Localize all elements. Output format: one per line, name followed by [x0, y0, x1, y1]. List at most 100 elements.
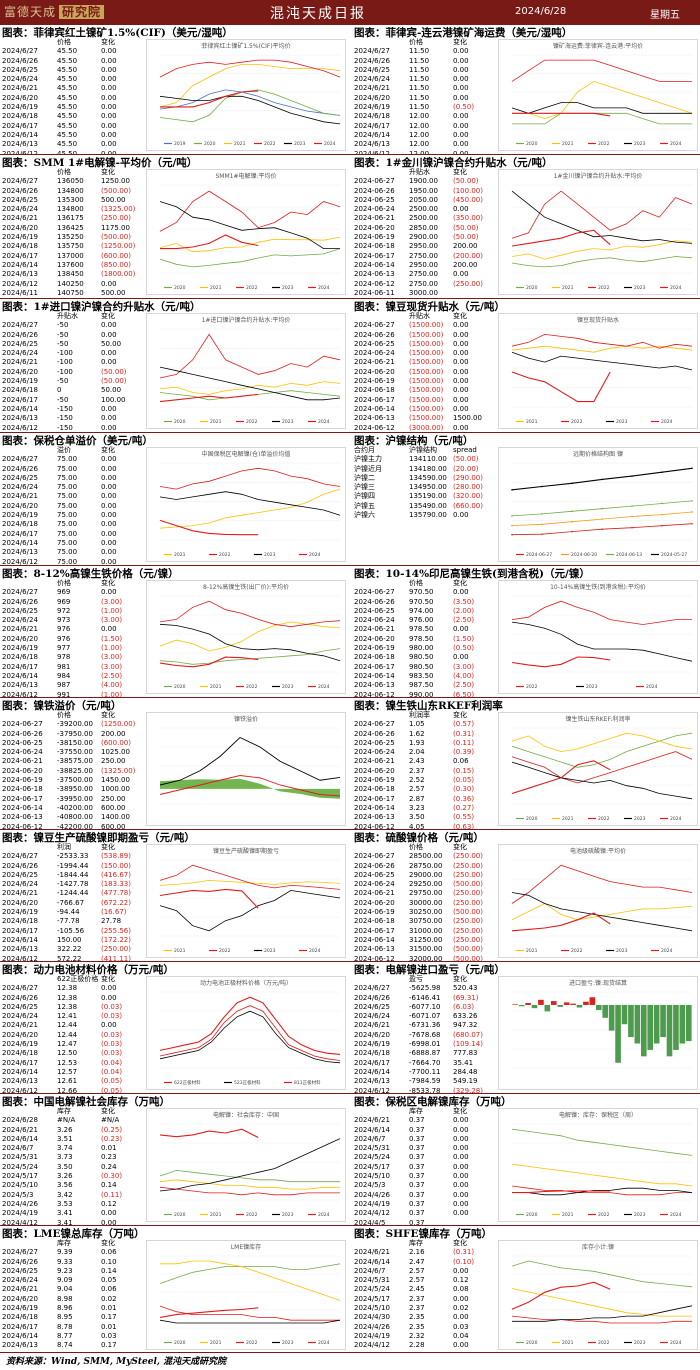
- table-cell: 3.42: [57, 1190, 73, 1199]
- chart-series-line: [159, 59, 341, 78]
- table-row: 2024-06-21 2.43 0.06: [354, 757, 495, 766]
- table-cell: 600.00: [101, 822, 126, 829]
- chart-bar: [673, 1004, 679, 1050]
- table-cell: 978.50: [409, 625, 434, 634]
- table-cell: (600.00): [101, 251, 131, 260]
- chart-series-line: [159, 333, 341, 379]
- table-cell: 2.45: [409, 1285, 425, 1294]
- table-cell: -1244.44: [57, 889, 89, 898]
- table-cell: 0.00: [101, 121, 117, 130]
- table-cell: 2024/6/14: [354, 1125, 390, 1134]
- table-row: 2024/6/13 12.00 0.00: [354, 140, 495, 149]
- table-row: 2024/6/19 977 (1.00): [2, 644, 143, 653]
- legend-label: 811正极材料: [294, 1079, 321, 1086]
- table-cell: (250.00): [101, 214, 131, 223]
- table-row: 2024/4/26 2.35 0.03: [354, 1323, 495, 1332]
- panel-p14: 图表：动力电池材料价格（万元/吨） 622正极价格 变化 2024/6/27 12.38…: [0, 962, 348, 1093]
- chart-series-line: [512, 80, 693, 120]
- table-row: 2024/6/12 -8533.78 (329.28): [354, 1087, 495, 1093]
- row-separator: [0, 432, 700, 433]
- table-cell: 2024/6/27: [2, 588, 38, 597]
- table-row: 2024/6/25 -6077.10 (6.03): [354, 1003, 495, 1012]
- chart-series-line: [159, 1010, 341, 1064]
- table-cell: 0.37: [409, 1153, 425, 1162]
- table-cell: 0.37: [409, 1172, 425, 1181]
- table-cell: 3.41: [57, 1218, 73, 1225]
- table-cell: 2024-06-21: [354, 214, 395, 223]
- table-cell: 2024/6/26: [354, 993, 390, 1002]
- chart-series-line: [511, 345, 693, 353]
- table-header: 价格 变化: [354, 843, 495, 852]
- column-header: 变化: [453, 975, 467, 983]
- table-cell: 11.50: [409, 75, 430, 84]
- table-row: 2024/6/20 45.50 0.00: [2, 94, 143, 103]
- table-row: 2024-06-19 30250.00 (500.00): [354, 908, 495, 917]
- chart-series-line: [511, 333, 693, 349]
- table-cell: 2024/6/24: [2, 1276, 38, 1285]
- table-cell: 0.37: [409, 1116, 425, 1125]
- table-cell: -39200.00: [57, 720, 93, 729]
- table-cell: 0.00: [453, 1341, 469, 1350]
- chart-point: [661, 502, 663, 505]
- table-cell: 12.38: [57, 1002, 78, 1011]
- chart-series-line: [511, 621, 693, 662]
- table-cell: 2750.00: [409, 251, 438, 260]
- table-cell: 2024/6/14: [2, 671, 38, 680]
- chart-title: 镍豆现货升贴水: [577, 316, 619, 324]
- table-row: 2024-06-12 (3000.00) 0.00: [354, 424, 495, 432]
- legend-label: 2022: [219, 948, 231, 954]
- chart-point: [691, 467, 693, 470]
- table-cell: 12.53: [57, 1058, 78, 1067]
- row-separator: [0, 298, 700, 299]
- table-row: 2024/6/7 3.74 0.01: [2, 1144, 143, 1153]
- chart-series-line: [159, 888, 259, 909]
- table-cell: 2024-06-24: [354, 205, 395, 214]
- table-cell: 0.00: [453, 1199, 469, 1208]
- table-row: 2024/6/13 322.22 (250.00): [2, 945, 143, 954]
- chart-series-line: [512, 1187, 693, 1196]
- table-cell: (1500.00): [409, 386, 444, 395]
- table-cell: 1.93: [409, 738, 425, 747]
- table-row: 2024-06-20 2.37 (0.15): [354, 767, 495, 776]
- panel-title: 图表：沪镍结构（元/吨）: [354, 435, 474, 447]
- table-cell: 0.04: [453, 1331, 469, 1340]
- legend-label: 2022: [246, 1212, 258, 1218]
- table-cell: 2024-06-20: [354, 766, 395, 775]
- chart-bar: [647, 1004, 654, 1050]
- table-row: 2024-06-24 976.00 (2.50): [354, 616, 495, 625]
- legend-label: 2021: [174, 552, 186, 558]
- table-cell: 2024-06-18: [354, 386, 395, 395]
- table-cell: (0.50): [453, 103, 475, 112]
- panel-title: 图表：10-14%印尼高镍生铁(到港含税)（元/镍）: [354, 568, 590, 580]
- column-header: [354, 38, 409, 47]
- table-cell: 2024-06-17: [354, 251, 395, 260]
- table-header: 溢价 变化: [2, 446, 143, 455]
- chart-series-line: [511, 656, 611, 668]
- table-cell: 2024-06-12: [354, 279, 395, 288]
- table-row: 2024/6/25 11.50 0.00: [354, 66, 495, 75]
- legend-label: 2024: [318, 1340, 330, 1346]
- table-cell: 2024/6/20: [2, 501, 38, 510]
- table-row: 2024/6/19 12.47 (0.03): [2, 1040, 143, 1049]
- legend-label: 2022: [264, 141, 276, 147]
- table-cell: -6731.36: [409, 1021, 441, 1030]
- table-row: 2024/6/128.570.03: [2, 1351, 143, 1353]
- table-cell: (50.00): [453, 177, 479, 186]
- table-cell: (3.00): [101, 662, 123, 671]
- column-header: [2, 168, 57, 177]
- table-cell: 0.00: [101, 84, 117, 93]
- table-row: 2024/6/14 75.00 0.00: [2, 539, 143, 548]
- table-cell: 0.02: [453, 1304, 469, 1313]
- table-cell: 50.00: [101, 386, 122, 395]
- table-row: 2024/6/21 2.16 (0.31): [354, 1248, 495, 1257]
- table-cell: 9.09: [57, 1276, 73, 1285]
- table-row: 2024/6/14 3.51 (0.23): [2, 1135, 143, 1144]
- data-table: 溢价 变化 2024/6/27 75.00 0.00 2024/6/26 75.00 0.00…: [2, 446, 143, 565]
- table-row: 2024/6/14 0.37 0.00: [354, 1126, 495, 1135]
- column-header: [354, 1107, 409, 1116]
- table-cell: 2024-06-14: [354, 260, 395, 269]
- table-cell: 0.00: [101, 492, 117, 501]
- chart-p15: 进口盈亏:镍:现货结算: [498, 976, 698, 1090]
- table-cell: 2024/6/19: [2, 1304, 38, 1313]
- table-row: 2024-06-26 -37950.00 200.00: [2, 730, 143, 739]
